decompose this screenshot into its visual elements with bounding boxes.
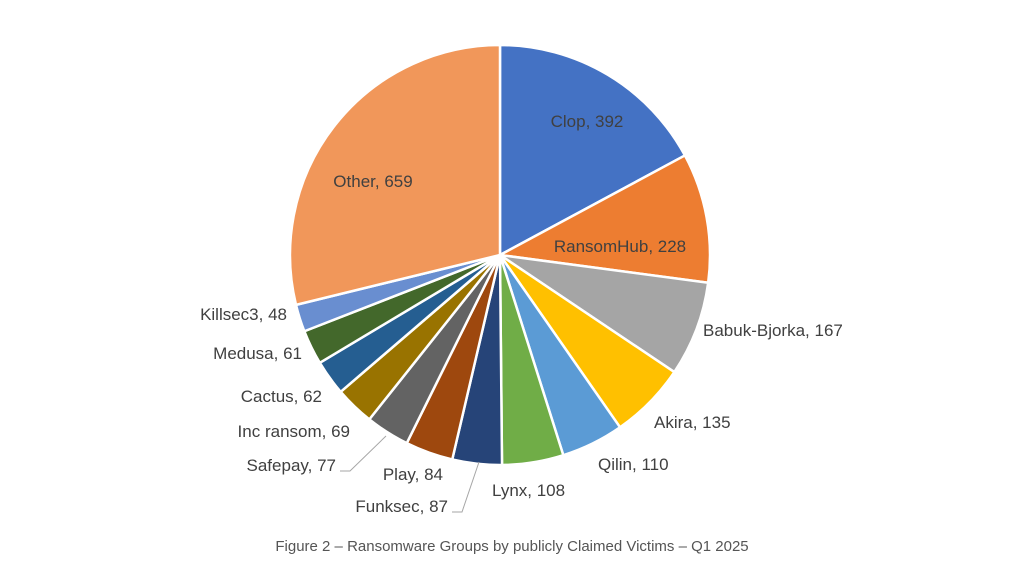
data-label-ransomhub: RansomHub, 228 bbox=[554, 237, 686, 256]
leader-line-safepay bbox=[340, 435, 387, 472]
data-label-lynx: Lynx, 108 bbox=[492, 481, 565, 500]
data-label-akira: Akira, 135 bbox=[654, 413, 731, 432]
data-label-medusa: Medusa, 61 bbox=[213, 344, 302, 363]
data-label-safepay: Safepay, 77 bbox=[247, 456, 336, 475]
pie-slice-ransomhub bbox=[498, 154, 712, 285]
leader-line-funksec bbox=[452, 461, 480, 513]
data-label-qilin: Qilin, 110 bbox=[598, 455, 669, 474]
data-label-other: Other, 659 bbox=[333, 172, 412, 191]
data-label-cactus: Cactus, 62 bbox=[241, 387, 322, 406]
figure-caption: Figure 2 – Ransomware Groups by publicly… bbox=[275, 538, 749, 555]
pie-slice-other bbox=[288, 43, 502, 307]
data-label-inc-ransom: Inc ransom, 69 bbox=[238, 422, 350, 441]
data-label-play: Play, 84 bbox=[383, 465, 443, 484]
pie-slice-clop bbox=[498, 43, 687, 257]
data-label-killsec3: Killsec3, 48 bbox=[200, 305, 287, 324]
pie-chart: Clop, 392 RansomHub, 228 Babuk-Bjorka, 167… bbox=[200, 43, 843, 516]
data-label-babuk-bjorka: Babuk-Bjorka, 167 bbox=[703, 321, 843, 340]
data-label-clop: Clop, 392 bbox=[551, 112, 624, 131]
data-label-funksec: Funksec, 87 bbox=[355, 497, 448, 516]
